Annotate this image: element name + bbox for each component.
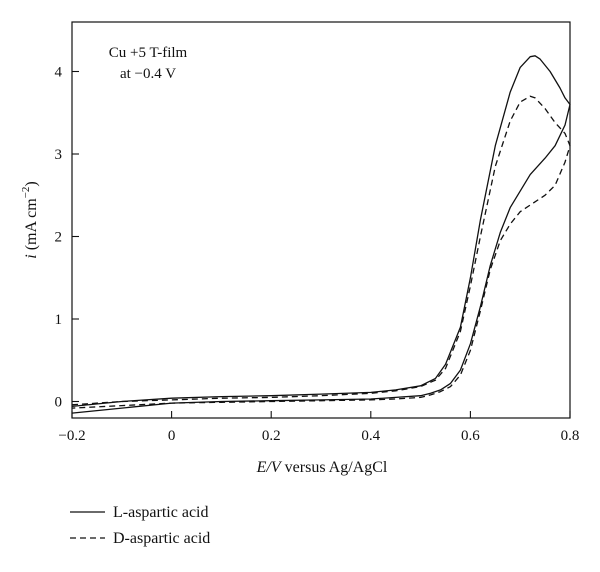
series-lines xyxy=(71,55,571,414)
y-tick-label: 1 xyxy=(55,312,63,328)
x-tick-label: 0.6 xyxy=(461,428,480,444)
x-tick-label: 0.8 xyxy=(561,428,580,444)
y-tick-label: 4 xyxy=(55,65,63,81)
series-line-l-aspartic-acid xyxy=(71,55,571,414)
x-tick-label: −0.2 xyxy=(58,428,85,444)
series-line-d-aspartic-acid xyxy=(71,95,571,409)
legend: L-aspartic acid D-aspartic acid xyxy=(70,504,210,547)
plot-frame xyxy=(71,21,571,419)
y-axis-label: i (mA cm−2) xyxy=(20,181,40,259)
x-tick-label: 0 xyxy=(168,428,176,444)
y-tick-label: 0 xyxy=(55,395,63,411)
legend-label-d: D-aspartic acid xyxy=(113,530,210,547)
y-tick-label: 3 xyxy=(55,147,63,163)
x-tick-label: 0.2 xyxy=(262,428,281,444)
annotation-line-1: Cu +5 T-film xyxy=(109,45,188,61)
annotation-line-2: at −0.4 V xyxy=(120,66,176,82)
x-axis-label: E/V versus Ag/AgCl xyxy=(256,459,388,476)
legend-label-l: L-aspartic acid xyxy=(113,504,209,521)
y-tick-label: 2 xyxy=(55,230,63,246)
x-tick-label: 0.4 xyxy=(361,428,380,444)
axis-ticks: −0.2 0 0.2 0.4 0.6 0.8 0 1 2 3 4 xyxy=(55,65,580,445)
